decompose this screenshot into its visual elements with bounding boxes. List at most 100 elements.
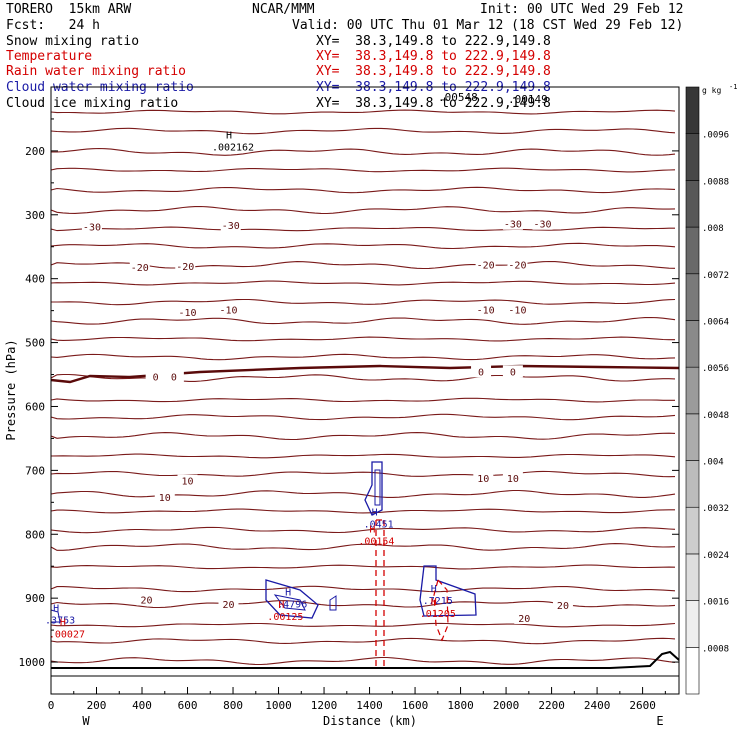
temperature-label: 20 — [141, 595, 153, 606]
temperature-label-bg — [502, 365, 523, 378]
temperature-label: -30 — [504, 220, 522, 231]
temperature-label: 0 — [171, 372, 177, 383]
terrain-line — [51, 650, 680, 669]
field-name-cloud-water: Cloud water mixing ratio — [6, 80, 194, 95]
temperature-label-bg — [136, 593, 157, 606]
colorbar-tick-label: .0032 — [702, 504, 729, 514]
temperature-label: 10 — [159, 493, 171, 504]
max-h-marker: H — [285, 587, 291, 598]
max-value-label: .7215 — [423, 596, 453, 607]
x-tick-label: 200 — [87, 699, 107, 712]
colorbar-tick-label: .0088 — [702, 177, 729, 187]
y-tick-label: 500 — [25, 337, 45, 350]
temperature-contour — [50, 564, 676, 570]
valid-time: Valid: 00 UTC Thu 01 Mar 12 (18 CST Wed … — [292, 18, 684, 33]
temperature-label-bg — [514, 611, 535, 624]
temperature-label-bg — [175, 259, 196, 272]
init-time: Init: 00 UTC Wed 29 Feb 12 — [480, 2, 684, 17]
temperature-label-bg — [475, 258, 496, 271]
temperature-contour — [50, 316, 676, 325]
temperature-label-bg — [129, 261, 150, 274]
x-tick-label: 1400 — [356, 699, 383, 712]
y-tick-label: 900 — [25, 592, 45, 605]
y-tick-label: 600 — [25, 400, 45, 413]
colorbar-tick-label: .0016 — [702, 598, 729, 608]
x-tick-label: 600 — [178, 699, 198, 712]
field-xy-cloud-ice: XY= 38.3,149.8 to 222.9,149.8 — [316, 96, 551, 111]
colorbar-segment — [685, 366, 700, 415]
y-tick-label: 300 — [25, 209, 45, 222]
temperature-label-bg — [507, 258, 528, 271]
temperature-label-bg — [502, 217, 523, 230]
colorbar-segment — [685, 506, 700, 555]
field-name-temperature: Temperature — [6, 49, 93, 64]
max-h-marker: H — [369, 525, 375, 536]
temperature-label: -10 — [508, 305, 526, 316]
field-xy-rain: XY= 38.3,149.8 to 222.9,149.8 — [316, 64, 551, 79]
y-axis-label: Pressure (hPa) — [4, 339, 18, 440]
colorbar-tick-label: .004 — [702, 458, 724, 468]
temperature-label: 10 — [181, 477, 193, 488]
colorbar-segment — [685, 133, 700, 181]
max-value-label: .4796 — [277, 599, 307, 610]
temperature-contour — [50, 543, 676, 551]
temperature-contour-labels: -30 -30 -30 -30 -20 -20 -20 -20 -10 -10 -10 -10 0 0 0 0… — [81, 217, 573, 625]
x-axis-label: Distance (km) — [323, 714, 417, 728]
temperature-label: 0 — [478, 367, 484, 378]
temperature-contour — [50, 186, 676, 194]
y-tick-label: 200 — [25, 145, 45, 158]
west-label: W — [82, 714, 90, 728]
forecast-hour: Fcst: 24 h — [6, 18, 100, 33]
max-h-marker: H — [431, 584, 437, 595]
max-h-marker: H — [226, 131, 232, 142]
temperature-label-bg — [507, 303, 528, 316]
temperature-label-bg — [502, 472, 523, 485]
temperature-contour — [50, 432, 676, 441]
temperature-label-bg — [177, 305, 198, 318]
temperature-contour — [50, 656, 676, 666]
temperature-label-bg — [475, 303, 496, 316]
max-value-label: .0451 — [364, 519, 394, 530]
field-name-cloud-ice: Cloud ice mixing ratio — [6, 96, 179, 111]
rain-water-contour — [375, 519, 385, 668]
temperature-label-bg — [145, 370, 166, 383]
max-value-label: .00125 — [267, 612, 303, 623]
max-h-marker: H — [431, 597, 437, 608]
x-tick-label: 800 — [223, 699, 243, 712]
colorbar: .0008 .0016 .0024 .0032 .004 .0048 .0056 .0064.… — [685, 83, 737, 695]
colorbar-tick-label: .0048 — [702, 411, 729, 421]
x-axis: 0 200 400 600 800 1000 1200 1400 1600 1800 2000 220… — [48, 687, 666, 712]
temperature-label: 20 — [518, 614, 530, 625]
temperature-contour — [50, 453, 676, 459]
colorbar-unit-exponent: -1 — [729, 83, 737, 91]
field-name-snow: Snow mixing ratio — [6, 34, 140, 49]
overlap-label-2: .00149 — [508, 93, 548, 106]
cloud-water-contour — [329, 595, 337, 611]
temperature-contour — [50, 109, 676, 115]
cloud-water-contour — [374, 469, 381, 506]
rain-water-contour — [433, 578, 449, 642]
temperature-contour — [50, 280, 676, 286]
temperature-label-bg — [218, 597, 239, 610]
x-tick-label: 1600 — [402, 699, 429, 712]
temperature-contour — [50, 242, 676, 250]
max-h-marker: H — [278, 600, 284, 611]
cloud-water-contour — [273, 594, 306, 611]
max-value-label: .00154 — [358, 537, 394, 548]
colorbar-segment — [685, 320, 700, 368]
max-value-label: .002162 — [212, 143, 254, 154]
temperature-label: -30 — [83, 222, 101, 233]
max-h-marker: H — [372, 507, 378, 518]
max-h-marker: H — [60, 617, 66, 628]
model-title: TORERO 15km ARW — [6, 2, 132, 17]
max-h-marker: H — [53, 603, 59, 614]
field-xy-snow: XY= 38.3,149.8 to 222.9,149.8 — [316, 34, 551, 49]
colorbar-segment — [685, 226, 700, 275]
temperature-label-bg — [163, 370, 184, 383]
temperature-label: -10 — [477, 305, 495, 316]
y-tick-label: 1000 — [19, 656, 46, 669]
x-tick-label: 1200 — [311, 699, 338, 712]
temperature-label-bg — [471, 365, 492, 378]
temperature-label: -20 — [477, 261, 495, 272]
temperature-label: 0 — [510, 367, 516, 378]
